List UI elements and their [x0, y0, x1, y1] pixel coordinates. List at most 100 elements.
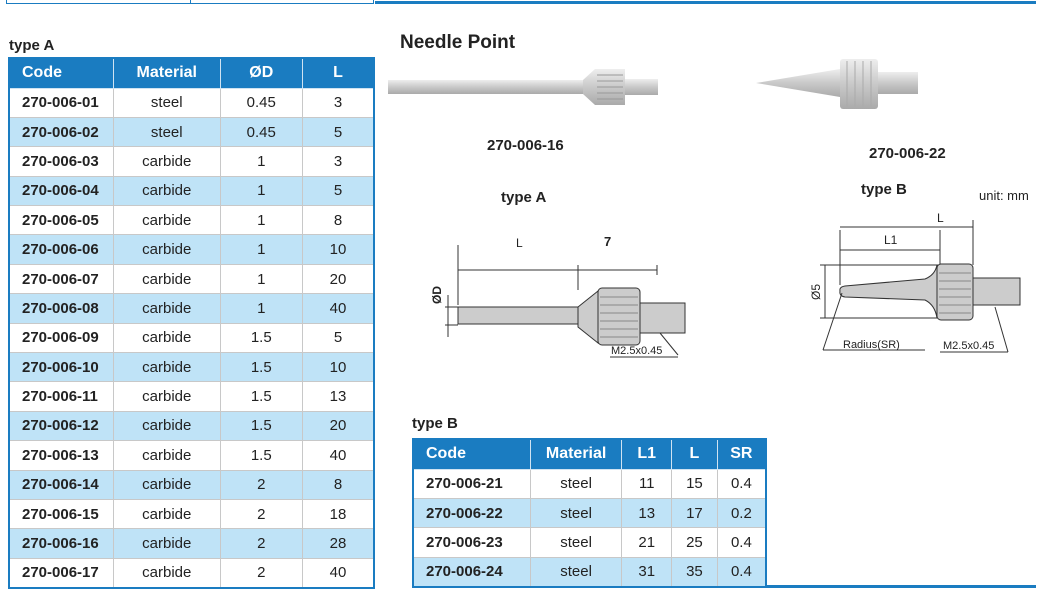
- table-cell: 10: [302, 234, 375, 265]
- code-cell: 270-006-01: [8, 87, 114, 118]
- table-cell: 8: [302, 469, 375, 500]
- radius-label: Radius(SR): [843, 339, 900, 351]
- table-row: 270-006-11 carbide 1.5 13: [8, 381, 375, 412]
- table-cell: carbide: [112, 381, 221, 412]
- column-header: L: [302, 57, 375, 89]
- diagram-type-b: [820, 220, 1021, 353]
- table-cell: 35: [671, 556, 718, 588]
- table-cell: 0.2: [716, 497, 767, 529]
- table-cell: 5: [302, 175, 375, 207]
- table-cell: carbide: [112, 410, 221, 442]
- code-cell: 270-006-03: [8, 146, 114, 177]
- product-code-a: 270-006-16: [487, 137, 564, 154]
- table-cell: steel: [112, 116, 221, 148]
- table-cell: 2: [219, 528, 304, 559]
- column-header: Code: [412, 438, 531, 470]
- code-cell: 270-006-09: [8, 322, 114, 354]
- table-cell: 13: [621, 497, 673, 529]
- table-cell: carbide: [112, 352, 221, 383]
- table-cell: steel: [529, 497, 623, 529]
- code-cell: 270-006-16: [8, 528, 114, 559]
- table-cell: 0.4: [716, 556, 767, 588]
- table-row: 270-006-13 carbide 1.5 40: [8, 440, 375, 471]
- table-cell: 2: [219, 498, 304, 530]
- code-cell: 270-006-11: [8, 381, 114, 412]
- table-row: 270-006-06 carbide 1 10: [8, 234, 375, 265]
- table-cell: 1: [219, 205, 304, 236]
- table-row: 270-006-24 steel 31 35 0.4: [412, 556, 767, 588]
- table-cell: 0.45: [219, 116, 304, 148]
- unit-label: unit: mm: [979, 188, 1029, 203]
- table-cell: 21: [621, 527, 673, 558]
- table-cell: carbide: [112, 528, 221, 559]
- table-cell: 1: [219, 234, 304, 265]
- code-cell: 270-006-22: [412, 497, 531, 529]
- table-cell: 1: [219, 293, 304, 324]
- table-cell: 1.5: [219, 410, 304, 442]
- dim-L-b: L: [937, 211, 944, 225]
- dim-L1: L1: [884, 233, 898, 247]
- table-cell: carbide: [112, 498, 221, 530]
- table-cell: 40: [302, 440, 375, 471]
- thread-label-b: M2.5x0.45: [943, 340, 995, 352]
- table-cell: 17: [671, 497, 718, 529]
- column-header: L: [671, 438, 718, 470]
- table-cell: 1.5: [219, 440, 304, 471]
- column-header: L1: [621, 438, 673, 470]
- product-code-b: 270-006-22: [869, 145, 946, 162]
- code-cell: 270-006-04: [8, 175, 114, 207]
- table-cell: steel: [529, 468, 623, 499]
- type-b-table: Code Material L1 L SR 270-006-21 steel 11 15 0.4 2…: [412, 438, 767, 588]
- code-cell: 270-006-05: [8, 205, 114, 236]
- table-cell: 1.5: [219, 381, 304, 412]
- table-row: 270-006-16 carbide 2 28: [8, 528, 375, 559]
- table-cell: 15: [671, 468, 718, 499]
- table-row: 270-006-23 steel 21 25 0.4: [412, 527, 767, 558]
- table-cell: 0.45: [219, 87, 304, 118]
- table-cell: 5: [302, 322, 375, 354]
- code-cell: 270-006-08: [8, 293, 114, 324]
- table-cell: 11: [621, 468, 673, 499]
- diagram-b-title: type B: [861, 181, 907, 198]
- needle-image-type-a: [388, 69, 658, 105]
- table-cell: 31: [621, 556, 673, 588]
- table-cell: 2: [219, 469, 304, 500]
- table-cell: 0.4: [716, 527, 767, 558]
- table-cell: 18: [302, 498, 375, 530]
- table-row: 270-006-14 carbide 2 8: [8, 469, 375, 500]
- diagram-type-a: [445, 245, 686, 358]
- table-row: 270-006-21 steel 11 15 0.4: [412, 468, 767, 499]
- table-cell: 25: [671, 527, 718, 558]
- table-row: 270-006-12 carbide 1.5 20: [8, 410, 375, 442]
- table-cell: 5: [302, 116, 375, 148]
- dim-D: ØD: [430, 286, 444, 304]
- table-cell: 8: [302, 205, 375, 236]
- table-cell: carbide: [112, 234, 221, 265]
- table-row: 270-006-04 carbide 1 5: [8, 175, 375, 207]
- table-a-title: type A: [9, 37, 55, 54]
- table-cell: carbide: [112, 146, 221, 177]
- table-b-title: type B: [412, 415, 458, 432]
- code-cell: 270-006-17: [8, 557, 114, 589]
- table-cell: 1: [219, 146, 304, 177]
- table-cell: carbide: [112, 175, 221, 207]
- code-cell: 270-006-06: [8, 234, 114, 265]
- code-cell: 270-006-21: [412, 468, 531, 499]
- table-cell: 40: [302, 557, 375, 589]
- column-header: Material: [529, 438, 623, 470]
- needle-image-type-b: [756, 59, 918, 109]
- table-row: 270-006-22 steel 13 17 0.2: [412, 497, 767, 529]
- diagram-a-title: type A: [501, 189, 547, 206]
- table-cell: 13: [302, 381, 375, 412]
- table-cell: carbide: [112, 469, 221, 500]
- table-cell: 2: [219, 557, 304, 589]
- table-cell: 1: [219, 175, 304, 207]
- code-cell: 270-006-10: [8, 352, 114, 383]
- table-cell: carbide: [112, 293, 221, 324]
- table-cell: steel: [529, 556, 623, 588]
- table-row: 270-006-03 carbide 1 3: [8, 146, 375, 177]
- bottom-rule: [766, 585, 1036, 588]
- table-cell: 1.5: [219, 322, 304, 354]
- table-cell: 3: [302, 146, 375, 177]
- code-cell: 270-006-13: [8, 440, 114, 471]
